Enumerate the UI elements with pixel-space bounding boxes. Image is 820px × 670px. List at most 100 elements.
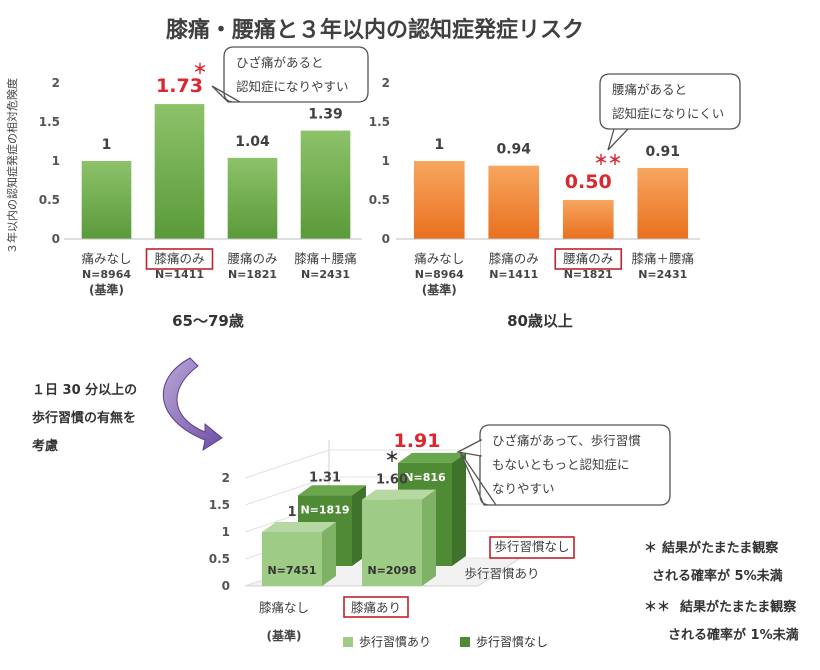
front-n-label-1: N=2098 — [367, 564, 416, 577]
n-label-1: N=1411 — [155, 268, 204, 281]
value-label-3: 0.91 — [645, 144, 680, 160]
y-tick-1: 1 — [382, 154, 390, 168]
category-label-0: 痛みなし — [414, 251, 464, 266]
legend-label-0: 歩行習慣あり — [359, 634, 431, 649]
callout-2-bubble — [599, 73, 741, 151]
n-label-0: N=8964 — [415, 268, 464, 281]
footnote-1-line-2: される確率が 5%未満 — [652, 568, 783, 584]
back-n-label-1: N=816 — [404, 471, 446, 484]
legend-swatch-0 — [343, 637, 353, 647]
front-bar-0-front — [262, 532, 322, 586]
category-label-1: 膝痛あり — [351, 600, 401, 615]
y-tick-1: 1 — [52, 154, 60, 168]
significance-mark: ＊ — [193, 62, 207, 78]
front-bar-0-side — [322, 522, 336, 586]
category-label-1: 膝痛のみ — [154, 251, 204, 266]
panel-title: 65〜79歳 — [172, 312, 244, 330]
panel-65-79: 0 0.5 1 1.5 2 1 痛みなし N=8964 1.73 膝痛のみ N=1411 1.04 腰痛… — [39, 46, 369, 330]
callout-1-line-1: ひざ痛があると — [236, 55, 324, 70]
walking-note-line-1: １日 30 分以上の — [32, 382, 137, 398]
bar-膝痛のみ — [154, 104, 205, 239]
walking-note-line-2: 歩行習慣の有無を — [32, 410, 136, 426]
footnote-2-line-2: される確率が 1%未満 — [668, 627, 799, 643]
back-bar-1-side — [452, 452, 466, 566]
callout-3-bubble — [459, 424, 671, 506]
bar-膝痛のみ — [488, 165, 540, 239]
depth-grid-2 — [244, 449, 330, 479]
footnotes: ＊ 結果がたまたま観察 される確率が 5%未満 ＊＊ 結果がたまたま観察 される… — [644, 540, 799, 643]
legend-swatch-1 — [460, 637, 470, 647]
category-label-2: 腰痛のみ — [563, 251, 613, 266]
category-label-3: 膝痛＋腰痛 — [631, 251, 694, 266]
y-tick-2: 2 — [382, 76, 390, 90]
significance-mark: ＊ — [385, 450, 399, 466]
y-tick-1.5: 1.5 — [39, 115, 60, 129]
back-value-label-1: 1.91 — [394, 430, 441, 452]
value-label-0: 1 — [102, 137, 112, 153]
n-label-3: N=2431 — [301, 268, 350, 281]
baseline-note: (基準) — [89, 282, 124, 297]
y-tick-2: 2 — [222, 471, 230, 485]
bar-腰痛のみ — [562, 200, 614, 239]
significance-mark: ＊＊ — [594, 153, 622, 169]
callout-3-line-3: なりやすい — [492, 481, 555, 496]
bar-膝痛＋腰痛 — [637, 168, 689, 239]
back-bar-0-top — [298, 485, 366, 496]
front-n-label-0: N=7451 — [267, 564, 316, 577]
n-label-0: N=8964 — [82, 268, 131, 281]
callout-2-line-1: 腰痛があると — [612, 82, 687, 97]
y-tick-0: 0 — [52, 232, 60, 246]
n-label-1: N=1411 — [489, 268, 538, 281]
category-label-2: 腰痛のみ — [227, 251, 277, 266]
bar-腰痛のみ — [227, 157, 278, 239]
front-bar-1-top — [362, 489, 436, 500]
panel-title: 80歳以上 — [507, 312, 573, 330]
panel-80-plus: 0 0.5 1 1.5 2 1 痛みなし N=8964 0.94 膝痛のみ N=1411 0.50 腰痛… — [369, 73, 741, 330]
value-label-3: 1.39 — [308, 107, 343, 123]
category-label-0: 膝痛なし — [259, 600, 309, 615]
highlight-box — [145, 248, 214, 270]
bar-痛みなし — [413, 161, 465, 239]
back-n-label-0: N=1819 — [300, 503, 349, 516]
category-label-3: 膝痛＋腰痛 — [294, 251, 357, 266]
bar-膝痛＋腰痛 — [300, 130, 351, 239]
highlight-box — [343, 596, 409, 618]
depth-highlight-box — [489, 536, 575, 559]
y-tick-1: 1 — [222, 525, 230, 539]
footnote-1-line-1: 結果がたまたま観察 — [662, 540, 779, 556]
front-bar-0-top — [262, 522, 336, 532]
n-label-2: N=1821 — [228, 268, 277, 281]
value-label-1: 1.73 — [156, 75, 203, 97]
value-label-0: 1 — [434, 137, 444, 153]
y-tick-0.5: 0.5 — [369, 193, 390, 207]
front-bar-1-front — [362, 499, 422, 586]
callout-1-line-2: 認知症になりやすい — [236, 79, 349, 94]
category-label-1: 膝痛のみ — [489, 251, 539, 266]
curved-arrow-icon — [162, 357, 223, 452]
highlight-box — [554, 248, 623, 270]
chart-title: 膝痛・腰痛と３年以内の認知症発症リスク — [166, 17, 584, 43]
value-label-2: 0.50 — [565, 171, 612, 193]
n-label-3: N=2431 — [638, 268, 687, 281]
back-value-label-0: 1.31 — [309, 470, 341, 485]
callout-1-bubble — [211, 46, 369, 103]
walking-note-line-3: 考慮 — [32, 438, 58, 454]
callout-3-line-1: ひざ痛があって、歩行習慣 — [492, 433, 641, 448]
callout-2-line-2: 認知症になりにくい — [612, 106, 724, 121]
depth-label-0: 歩行習慣なし — [494, 539, 569, 554]
depth-grid-1.5 — [244, 476, 330, 506]
baseline-note: (基準) — [267, 628, 302, 643]
legend-label-1: 歩行習慣なし — [476, 634, 548, 649]
y-tick-0.5: 0.5 — [209, 552, 230, 566]
walking-note: １日 30 分以上の 歩行習慣の有無を 考慮 — [32, 382, 137, 454]
callout-3-line-2: もないともっと認知症に — [492, 457, 630, 472]
front-value-label-0: 1 — [287, 505, 296, 520]
y-tick-2: 2 — [52, 76, 60, 90]
front-value-label-1: 1.60 — [376, 473, 408, 488]
depth-label-1: 歩行習慣あり — [464, 566, 539, 581]
bar-痛みなし — [81, 161, 132, 239]
baseline-note: (基準) — [422, 282, 457, 297]
footnote-1-mark: ＊ — [644, 541, 657, 556]
y-tick-1.5: 1.5 — [209, 498, 230, 512]
